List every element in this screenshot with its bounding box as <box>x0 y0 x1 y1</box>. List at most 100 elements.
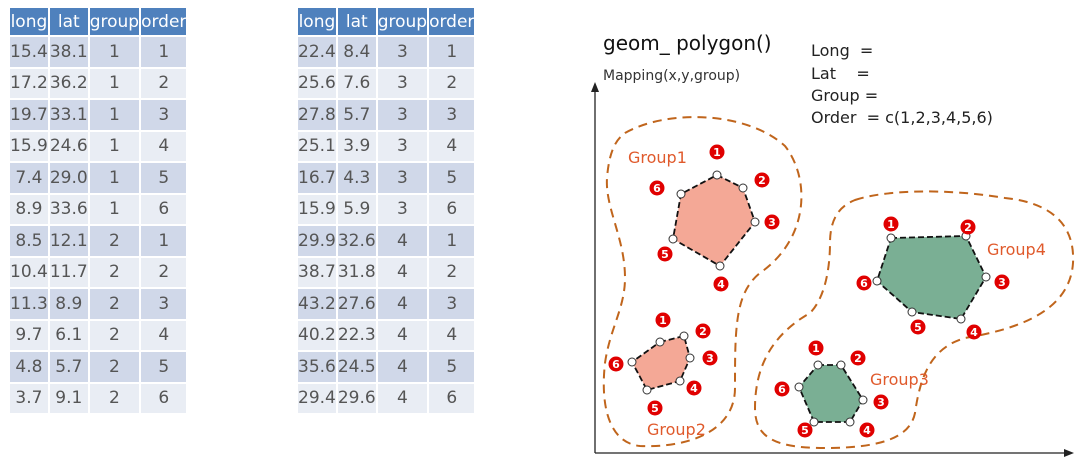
header-order: order <box>141 8 187 35</box>
order-badge: 2 <box>960 219 976 235</box>
header-lat: lat <box>49 8 88 35</box>
badge-number: 1 <box>713 146 721 159</box>
cell-lat: 7.6 <box>337 68 376 98</box>
vertex-point <box>676 189 686 199</box>
vertex-point <box>750 217 760 227</box>
table-row: 25.1 3.9 3 4 <box>298 131 475 161</box>
cell-group: 2 <box>89 320 140 350</box>
badge-circle <box>657 246 673 262</box>
group2-label: Group2 <box>647 420 706 439</box>
vertex-point <box>886 233 896 243</box>
table-row: 38.7 31.8 4 2 <box>298 257 475 287</box>
cell-lat: 9.1 <box>49 383 88 413</box>
badge-number: 6 <box>612 358 620 371</box>
cell-lat: 22.3 <box>337 320 376 350</box>
mapping-line-group: Group = <box>811 86 878 105</box>
table-row: 25.6 7.6 3 2 <box>298 68 475 98</box>
cell-group: 2 <box>89 352 140 382</box>
cell-group: 1 <box>89 131 140 161</box>
badge-circle <box>695 323 711 339</box>
table-row: 19.7 33.1 1 3 <box>10 100 187 130</box>
badge-number: 4 <box>863 424 871 437</box>
table-row: 7.4 29.0 1 5 <box>10 163 187 193</box>
order-badge: 5 <box>657 246 673 262</box>
order-badge: 3 <box>873 394 889 410</box>
cell-lat: 8.4 <box>337 37 376 67</box>
order-badge: 4 <box>859 422 875 438</box>
cell-lat: 24.5 <box>337 352 376 382</box>
order-badge: 4 <box>713 276 729 292</box>
badge-number: 2 <box>699 325 707 338</box>
badge-number: 1 <box>812 342 820 355</box>
table-row: 8.9 33.6 1 6 <box>10 194 187 224</box>
badge-circle <box>649 180 665 196</box>
table-row: 10.4 11.7 2 2 <box>10 257 187 287</box>
badge-number: 2 <box>964 221 972 234</box>
order-badge: 3 <box>764 214 780 230</box>
cell-order: 2 <box>429 68 475 98</box>
cell-order: 3 <box>429 100 475 130</box>
cell-long: 16.7 <box>298 163 336 193</box>
vertex-point <box>738 183 748 193</box>
badge-circle <box>966 324 982 340</box>
cell-order: 5 <box>429 352 475 382</box>
cell-order: 4 <box>429 320 475 350</box>
table-row: 29.4 29.6 4 6 <box>298 383 475 413</box>
table-header-row: long lat group order <box>10 8 187 35</box>
badge-number: 3 <box>706 352 714 365</box>
table-row: 27.8 5.7 3 3 <box>298 100 475 130</box>
cell-lat: 5.9 <box>337 194 376 224</box>
cell-long: 43.2 <box>298 289 336 319</box>
header-group: group <box>89 8 140 35</box>
vertex-point <box>679 331 689 341</box>
table-row: 15.9 5.9 3 6 <box>298 194 475 224</box>
x-axis-arrow <box>1064 449 1074 457</box>
badge-number: 3 <box>998 276 1006 289</box>
cell-group: 2 <box>89 257 140 287</box>
vertex-point <box>685 353 695 363</box>
table-row: 4.8 5.7 2 5 <box>10 352 187 382</box>
badge-number: 5 <box>801 424 809 437</box>
cell-long: 15.9 <box>10 131 48 161</box>
cell-group: 1 <box>89 163 140 193</box>
cell-order: 1 <box>141 37 187 67</box>
badge-circle <box>910 319 926 335</box>
table-row: 40.2 22.3 4 4 <box>298 320 475 350</box>
cell-group: 1 <box>89 68 140 98</box>
order-badge: 6 <box>774 381 790 397</box>
table-row: 11.3 8.9 2 3 <box>10 289 187 319</box>
cell-order: 1 <box>141 226 187 256</box>
cell-order: 5 <box>141 163 187 193</box>
cell-long: 4.8 <box>10 352 48 382</box>
cell-long: 29.9 <box>298 226 336 256</box>
badge-circle <box>960 219 976 235</box>
table-header-row: long lat group order <box>298 8 475 35</box>
badge-circle <box>713 276 729 292</box>
badge-circle <box>754 172 770 188</box>
vertex-point <box>627 357 637 367</box>
cell-order: 5 <box>141 352 187 382</box>
vertex-point <box>809 417 819 427</box>
order-badge: 4 <box>966 324 982 340</box>
y-axis-arrow <box>591 82 599 92</box>
cell-order: 2 <box>141 68 187 98</box>
badge-number: 3 <box>768 216 776 229</box>
header-group: group <box>377 8 428 35</box>
cell-long: 11.3 <box>10 289 48 319</box>
order-badge: 6 <box>649 180 665 196</box>
cell-order: 1 <box>429 37 475 67</box>
badge-number: 5 <box>651 402 659 415</box>
group1-label: Group1 <box>628 148 687 167</box>
cell-lat: 36.2 <box>49 68 88 98</box>
cell-group: 1 <box>89 100 140 130</box>
badge-circle <box>873 394 889 410</box>
mapping-line-long: Long = <box>811 41 873 60</box>
cell-group: 3 <box>377 131 428 161</box>
table-row: 17.2 36.2 1 2 <box>10 68 187 98</box>
cell-long: 15.4 <box>10 37 48 67</box>
cell-long: 25.6 <box>298 68 336 98</box>
order-badge: 6 <box>856 275 872 291</box>
cell-group: 4 <box>377 320 428 350</box>
polygon-diagram: geom_ polygon() Mapping(x,y,group) Long … <box>591 31 1075 457</box>
vertex-point <box>668 234 678 244</box>
